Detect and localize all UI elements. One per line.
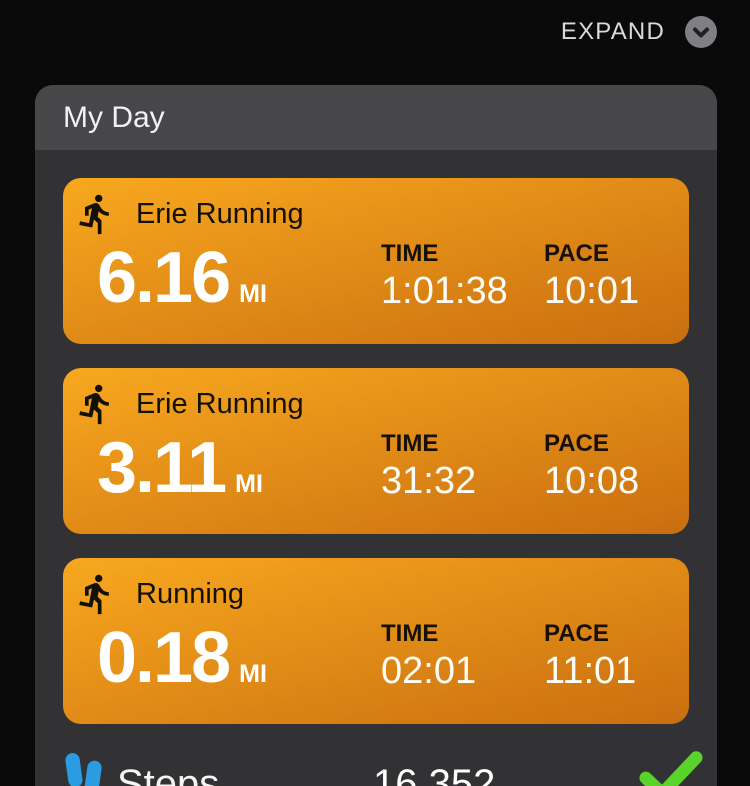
workout-title-row: Running	[76, 571, 689, 617]
steps-row[interactable]: Steps 16,352	[63, 748, 703, 786]
my-day-body: Erie Running 6.16 MI TIME 1:01:38 PACE 1…	[35, 150, 717, 786]
distance-unit: MI	[235, 470, 263, 498]
footprints-icon	[65, 753, 102, 786]
workout-metrics: 3.11 MI TIME 31:32 PACE 10:08	[63, 427, 689, 507]
time-label: TIME	[381, 240, 439, 267]
time-value: 1:01:38	[381, 270, 508, 312]
time-column: TIME 02:01	[381, 617, 544, 697]
runner-icon	[79, 384, 109, 425]
time-label: TIME	[381, 620, 439, 647]
pace-label: PACE	[544, 620, 609, 647]
pace-label: PACE	[544, 240, 609, 267]
time-column: TIME 31:32	[381, 427, 544, 507]
my-day-header: My Day	[35, 85, 717, 150]
pace-column: PACE 10:01	[544, 237, 689, 317]
workout-card[interactable]: Erie Running 3.11 MI TIME 31:32 PACE 10:…	[63, 368, 689, 534]
time-column: TIME 1:01:38	[381, 237, 544, 317]
pace-value: 11:01	[544, 650, 637, 692]
time-label: TIME	[381, 430, 439, 457]
workout-metrics: 6.16 MI TIME 1:01:38 PACE 10:01	[63, 237, 689, 317]
time-value: 02:01	[381, 650, 477, 692]
workout-title-row: Erie Running	[76, 381, 689, 427]
pace-column: PACE 11:01	[544, 617, 689, 697]
steps-value: 16,352	[373, 761, 496, 786]
distance-block: 6.16 MI	[97, 239, 381, 317]
pace-label: PACE	[544, 430, 609, 457]
distance-value: 0.18	[97, 618, 231, 698]
runner-icon	[79, 574, 109, 615]
workout-card[interactable]: Erie Running 6.16 MI TIME 1:01:38 PACE 1…	[63, 178, 689, 344]
panel-title: My Day	[63, 100, 165, 134]
pace-column: PACE 10:08	[544, 427, 689, 507]
workout-title-row: Erie Running	[76, 191, 689, 237]
distance-value: 3.11	[97, 428, 227, 508]
workout-title: Running	[136, 577, 245, 610]
my-day-panel: My Day Erie Running 6.16 MI TIME	[35, 85, 717, 786]
distance-value: 6.16	[97, 238, 231, 318]
distance-unit: MI	[239, 280, 267, 308]
expand-label[interactable]: EXPAND	[560, 17, 665, 45]
top-bar: EXPAND	[0, 0, 750, 85]
steps-left: Steps	[63, 753, 373, 786]
distance-block: 3.11 MI	[97, 429, 381, 507]
time-value: 31:32	[381, 460, 477, 502]
runner-icon	[79, 194, 109, 235]
distance-unit: MI	[239, 660, 267, 688]
workout-title: Erie Running	[136, 387, 304, 420]
pace-value: 10:01	[544, 270, 640, 312]
workout-card[interactable]: Running 0.18 MI TIME 02:01 PACE 11:01	[63, 558, 689, 724]
checkmark-icon	[639, 751, 703, 786]
collapse-chevron-button[interactable]	[685, 15, 717, 48]
workout-metrics: 0.18 MI TIME 02:01 PACE 11:01	[63, 617, 689, 697]
chevron-down-icon	[693, 27, 709, 37]
steps-label: Steps	[117, 761, 220, 786]
pace-value: 10:08	[544, 460, 640, 502]
workout-title: Erie Running	[136, 197, 304, 230]
distance-block: 0.18 MI	[97, 619, 381, 697]
